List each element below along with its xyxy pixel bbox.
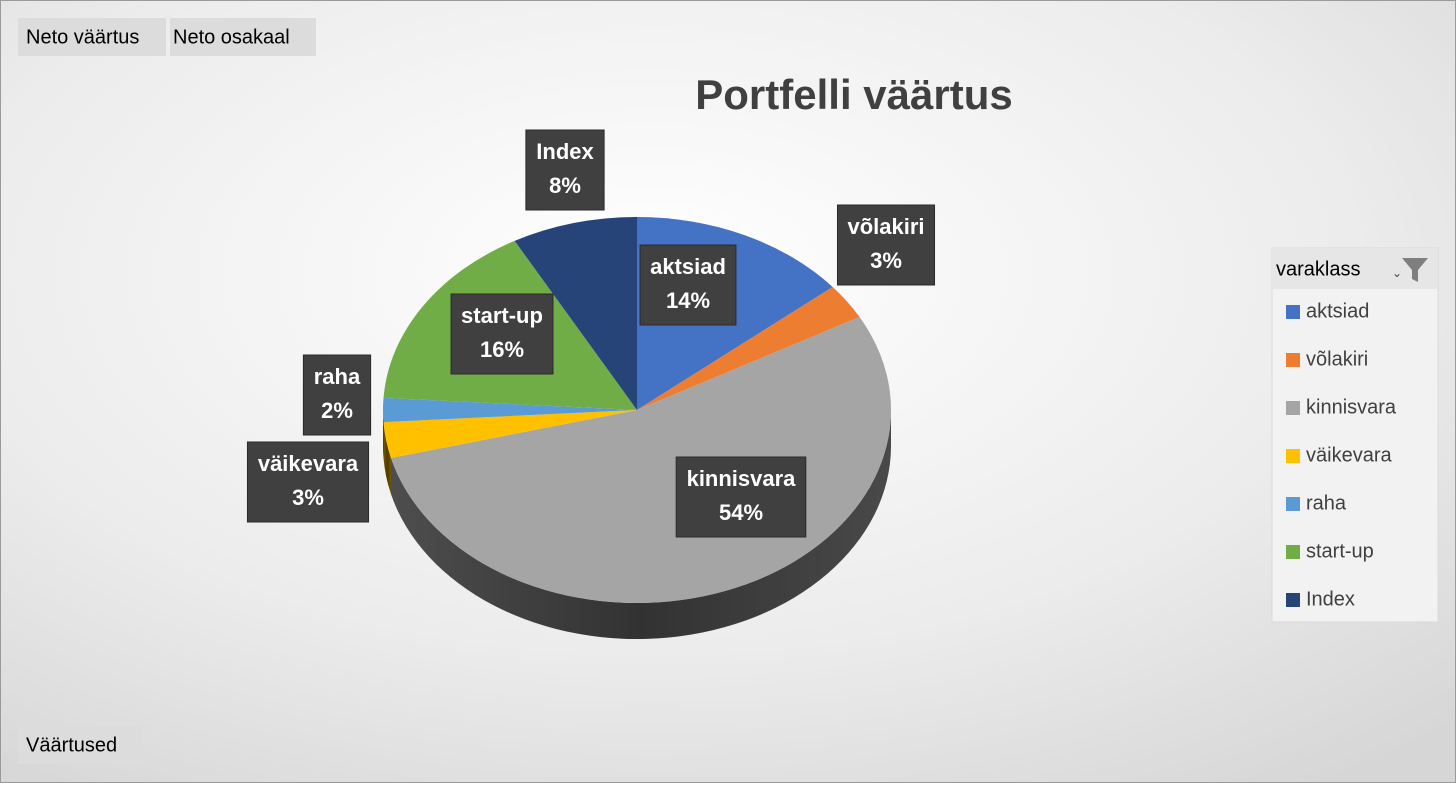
values-button-label: Väärtused [26,734,117,756]
field-button-label: Neto väärtus [26,26,139,48]
data-label: võlakiri 3% [836,204,936,286]
legend-label: Index [1306,588,1355,610]
data-label-box [246,441,370,523]
legend-label: väikevara [1306,444,1392,466]
data-label-category: väikevara [258,451,359,476]
data-label: kinnisvara 54% [675,456,807,538]
legend-label: võlakiri [1306,348,1368,370]
data-label-box [639,244,737,326]
legend-swatch [1286,449,1300,463]
data-label-value: 16% [480,337,524,362]
legend-swatch [1286,353,1300,367]
data-label-value: 14% [666,288,710,313]
data-label-value: 3% [870,248,902,273]
data-label: aktsiad 14% [639,244,737,326]
legend-swatch [1286,497,1300,511]
slice [637,286,860,410]
slice [383,410,637,458]
legend-swatch [1286,305,1300,319]
data-label-category: kinnisvara [687,466,797,491]
legend-label: start-up [1306,540,1374,562]
data-label-box [302,354,372,436]
field-buttons: Neto väärtus Neto osakaal Väärtused [18,18,316,764]
data-label: väikevara 3% [246,441,370,523]
values-button[interactable] [18,726,142,764]
field-button[interactable] [170,18,316,56]
chart-title: Portfelli väärtus [695,71,1012,118]
legend-header [1273,249,1437,289]
data-label-value: 2% [321,398,353,423]
data-label: Index 8% [525,129,605,211]
legend-title: varaklass [1276,258,1360,280]
data-label: start-up 16% [450,293,554,375]
field-button[interactable] [18,18,166,56]
data-label-category: aktsiad [650,254,726,279]
sort-icon[interactable]: ⌄ [1392,266,1402,280]
legend-label: raha [1306,492,1347,514]
data-label-category: võlakiri [847,214,924,239]
data-label-box [525,129,605,211]
slice-side-shade [383,410,384,459]
legend-swatch [1286,545,1300,559]
data-labels: aktsiad 14% võlakiri 3% kinnisvara 54% väikeva… [246,129,936,538]
data-label-category: Index [536,139,594,164]
data-label-box [836,204,936,286]
legend-label: aktsiad [1306,300,1369,322]
pie [383,217,891,639]
legend-label: kinnisvara [1306,396,1397,418]
data-label-value: 54% [719,500,763,525]
slice [514,217,637,410]
data-label-category: start-up [461,303,543,328]
data-label-box [450,293,554,375]
legend: varaklass ⌄ aktsiad võlakiri kinnisvara väi… [1271,247,1439,623]
slice [383,397,637,423]
slice-side-shade [383,422,391,494]
field-button-label: Neto osakaal [173,26,290,48]
legend-swatch [1286,401,1300,415]
slice-side-shade [390,410,891,639]
filter-icon[interactable] [1402,258,1428,282]
data-label: raha 2% [302,354,372,436]
legend-swatch [1286,593,1300,607]
data-label-box [675,456,807,538]
data-label-category: raha [314,364,361,389]
data-label-value: 8% [549,173,581,198]
data-label-value: 3% [292,485,324,510]
